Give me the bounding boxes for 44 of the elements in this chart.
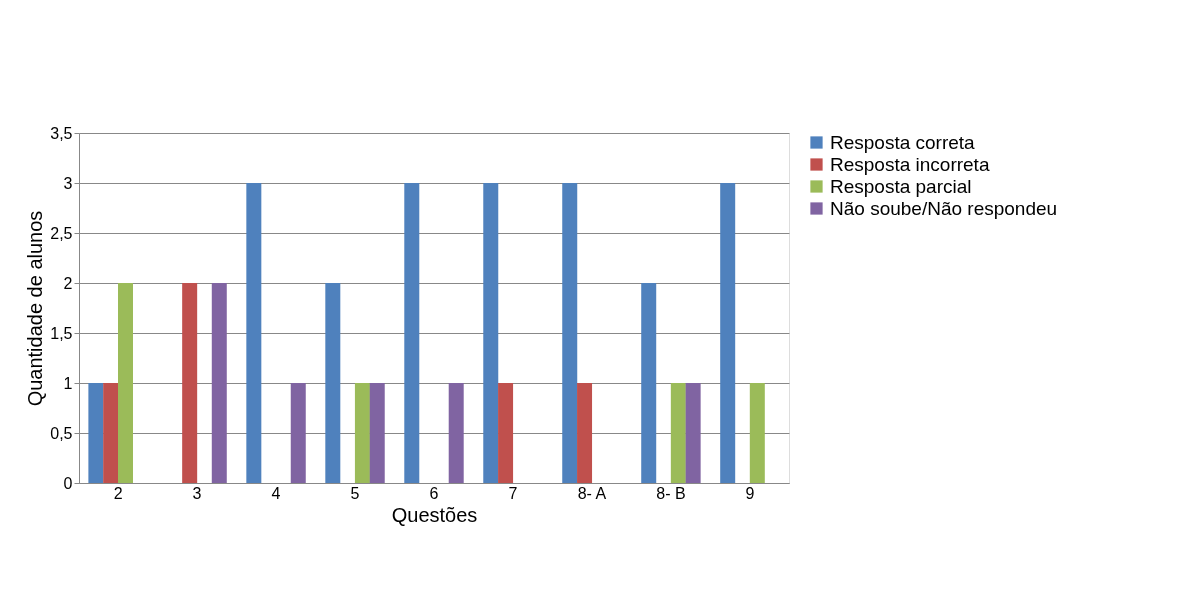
bar — [103, 383, 119, 483]
legend-label: Resposta parcial — [830, 175, 972, 197]
bar — [483, 183, 499, 483]
bar — [88, 383, 104, 483]
x-tick-label: 2 — [113, 484, 123, 502]
x-tick-label: 4 — [271, 484, 281, 502]
y-tick-label: 1 — [63, 374, 73, 392]
bar — [325, 283, 341, 483]
bar — [118, 283, 133, 483]
bar — [211, 283, 227, 483]
x-tick-label: 3 — [192, 484, 202, 502]
x-tick-label: 5 — [350, 484, 360, 502]
bar — [404, 183, 420, 483]
x-tick-label: 9 — [745, 484, 755, 502]
bar — [369, 383, 385, 483]
y-tick-label: 3 — [63, 174, 73, 192]
y-tick-label: 2 — [63, 274, 73, 292]
x-axis-title: Questões — [391, 503, 478, 526]
bar — [577, 383, 593, 483]
y-tick-label: 3,5 — [50, 124, 73, 142]
x-tick-label: 7 — [508, 484, 518, 502]
y-tick-label: 0,5 — [50, 424, 73, 442]
bar — [498, 383, 514, 483]
bar — [290, 383, 306, 483]
legend-label: Não soube/Não respondeu — [830, 197, 1058, 219]
y-tick-label: 1,5 — [50, 324, 73, 342]
x-tick-label: 8- B — [656, 484, 686, 502]
y-tick-label: 0 — [63, 474, 73, 492]
bar — [641, 283, 657, 483]
bar — [685, 383, 701, 483]
x-tick-label: 8- A — [577, 484, 607, 502]
x-tick-label: 6 — [429, 484, 439, 502]
legend-label: Resposta incorreta — [830, 153, 990, 175]
y-tick-label: 2,5 — [50, 224, 73, 242]
bar — [448, 383, 464, 483]
bar — [670, 383, 686, 483]
bar — [562, 183, 578, 483]
bar — [749, 383, 765, 483]
bar — [354, 383, 370, 483]
legend-label: Resposta correta — [830, 131, 976, 153]
y-axis-title: Quantidade de alunos — [24, 210, 47, 407]
bar — [720, 183, 736, 483]
bar — [182, 283, 198, 483]
bar — [246, 183, 262, 483]
